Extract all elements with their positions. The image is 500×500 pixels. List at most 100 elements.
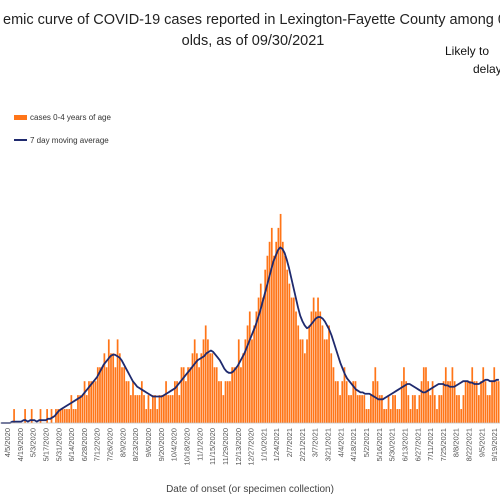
case-bar bbox=[268, 241, 271, 423]
case-bar bbox=[438, 395, 441, 424]
x-tick-label: 5/17/2020 bbox=[42, 428, 51, 461]
x-tick-label: 8/8/2021 bbox=[452, 428, 461, 457]
case-bar bbox=[30, 409, 33, 423]
case-bar bbox=[63, 409, 66, 423]
case-bar bbox=[138, 395, 141, 424]
case-bar bbox=[319, 311, 322, 423]
x-tick-label: 3/7/2021 bbox=[311, 428, 320, 457]
case-bar bbox=[257, 297, 260, 423]
case-bar bbox=[246, 325, 249, 423]
case-bar bbox=[123, 367, 126, 423]
case-bar bbox=[149, 409, 152, 423]
case-bar bbox=[306, 339, 308, 424]
case-bar bbox=[226, 381, 229, 423]
x-tick-label: 5/3/2020 bbox=[29, 428, 38, 457]
case-bar bbox=[83, 381, 86, 423]
case-bar bbox=[337, 381, 339, 423]
case-bar bbox=[72, 409, 75, 423]
case-bar bbox=[352, 381, 355, 423]
case-bar bbox=[191, 353, 194, 423]
legend-line-swatch bbox=[14, 139, 27, 141]
case-bar bbox=[154, 395, 156, 424]
case-bar bbox=[61, 409, 64, 423]
case-bar bbox=[163, 395, 165, 424]
case-bar bbox=[129, 395, 132, 424]
case-bar bbox=[328, 325, 330, 423]
case-bar bbox=[202, 339, 205, 424]
case-bar bbox=[493, 367, 496, 423]
case-bar bbox=[275, 241, 278, 423]
case-bar bbox=[482, 367, 485, 423]
x-tick-label: 12/27/2020 bbox=[247, 428, 256, 466]
x-tick-label: 11/1/2020 bbox=[195, 428, 204, 461]
case-bar bbox=[13, 409, 15, 423]
case-bar bbox=[361, 395, 363, 424]
x-tick-label: 9/19/2021 bbox=[490, 428, 499, 461]
case-bar bbox=[295, 311, 297, 423]
legend-label-average: 7 day moving average bbox=[30, 135, 109, 145]
x-tick-label: 5/16/2021 bbox=[375, 428, 384, 461]
case-bar bbox=[101, 367, 104, 423]
case-bar bbox=[486, 395, 489, 424]
case-bar bbox=[118, 353, 121, 423]
x-tick-label: 5/2/2021 bbox=[362, 428, 371, 457]
case-bar bbox=[266, 255, 269, 423]
x-tick-label: 3/21/2021 bbox=[324, 428, 333, 461]
x-tick-label: 6/28/2020 bbox=[80, 428, 89, 461]
case-bar bbox=[121, 367, 123, 423]
case-bar bbox=[416, 409, 419, 423]
case-bar bbox=[330, 353, 333, 423]
case-bar bbox=[251, 339, 253, 424]
x-tick-label: 1/24/2021 bbox=[272, 428, 281, 461]
case-bar bbox=[277, 227, 280, 424]
case-bar bbox=[66, 409, 68, 423]
case-bar bbox=[110, 353, 112, 423]
case-bar bbox=[348, 395, 350, 424]
case-bar bbox=[458, 395, 460, 424]
case-bar bbox=[323, 339, 326, 424]
case-bar bbox=[321, 325, 324, 423]
legend-item-average: 7 day moving average bbox=[14, 135, 111, 145]
case-bar bbox=[385, 409, 388, 423]
case-bar bbox=[290, 297, 293, 423]
case-bar bbox=[178, 395, 181, 424]
case-bar bbox=[405, 381, 408, 423]
case-bar bbox=[134, 395, 137, 424]
case-bar bbox=[94, 381, 97, 423]
case-bar bbox=[475, 381, 478, 423]
x-tick-label: 5/31/2020 bbox=[54, 428, 63, 461]
x-axis-label: Date of onset (or specimen collection) bbox=[166, 484, 334, 495]
case-bar bbox=[398, 409, 401, 423]
x-tick-label: 8/23/2020 bbox=[131, 428, 140, 461]
case-bar bbox=[99, 367, 101, 423]
case-bar bbox=[343, 367, 346, 423]
case-bar bbox=[420, 381, 423, 423]
case-bar bbox=[359, 395, 361, 424]
case-bar bbox=[24, 409, 26, 423]
case-bar bbox=[310, 311, 313, 423]
x-tick-label: 4/18/2021 bbox=[349, 428, 358, 461]
x-tick-label: 6/14/2020 bbox=[67, 428, 76, 461]
x-tick-label: 9/6/2020 bbox=[144, 428, 153, 457]
case-bar bbox=[105, 367, 108, 423]
case-bar bbox=[253, 325, 256, 423]
case-bar bbox=[215, 367, 218, 423]
case-bar bbox=[396, 409, 399, 423]
case-bar bbox=[314, 311, 317, 423]
case-bar bbox=[389, 409, 392, 423]
case-bar bbox=[279, 213, 282, 423]
case-bar bbox=[383, 409, 385, 423]
case-bar bbox=[79, 395, 82, 424]
case-bar bbox=[143, 395, 145, 424]
legend: cases 0-4 years of age 7 day moving aver… bbox=[14, 112, 111, 158]
case-bar bbox=[281, 241, 284, 423]
case-bar bbox=[334, 381, 337, 423]
case-bar bbox=[207, 339, 209, 424]
case-bar bbox=[365, 409, 368, 423]
case-bar bbox=[431, 381, 434, 423]
case-bar bbox=[376, 381, 379, 423]
x-tick-label: 12/13/2020 bbox=[234, 428, 243, 466]
chart-title-line2: olds, as of 09/30/2021 bbox=[181, 33, 325, 49]
case-bar bbox=[442, 381, 445, 423]
case-bar bbox=[90, 381, 93, 423]
